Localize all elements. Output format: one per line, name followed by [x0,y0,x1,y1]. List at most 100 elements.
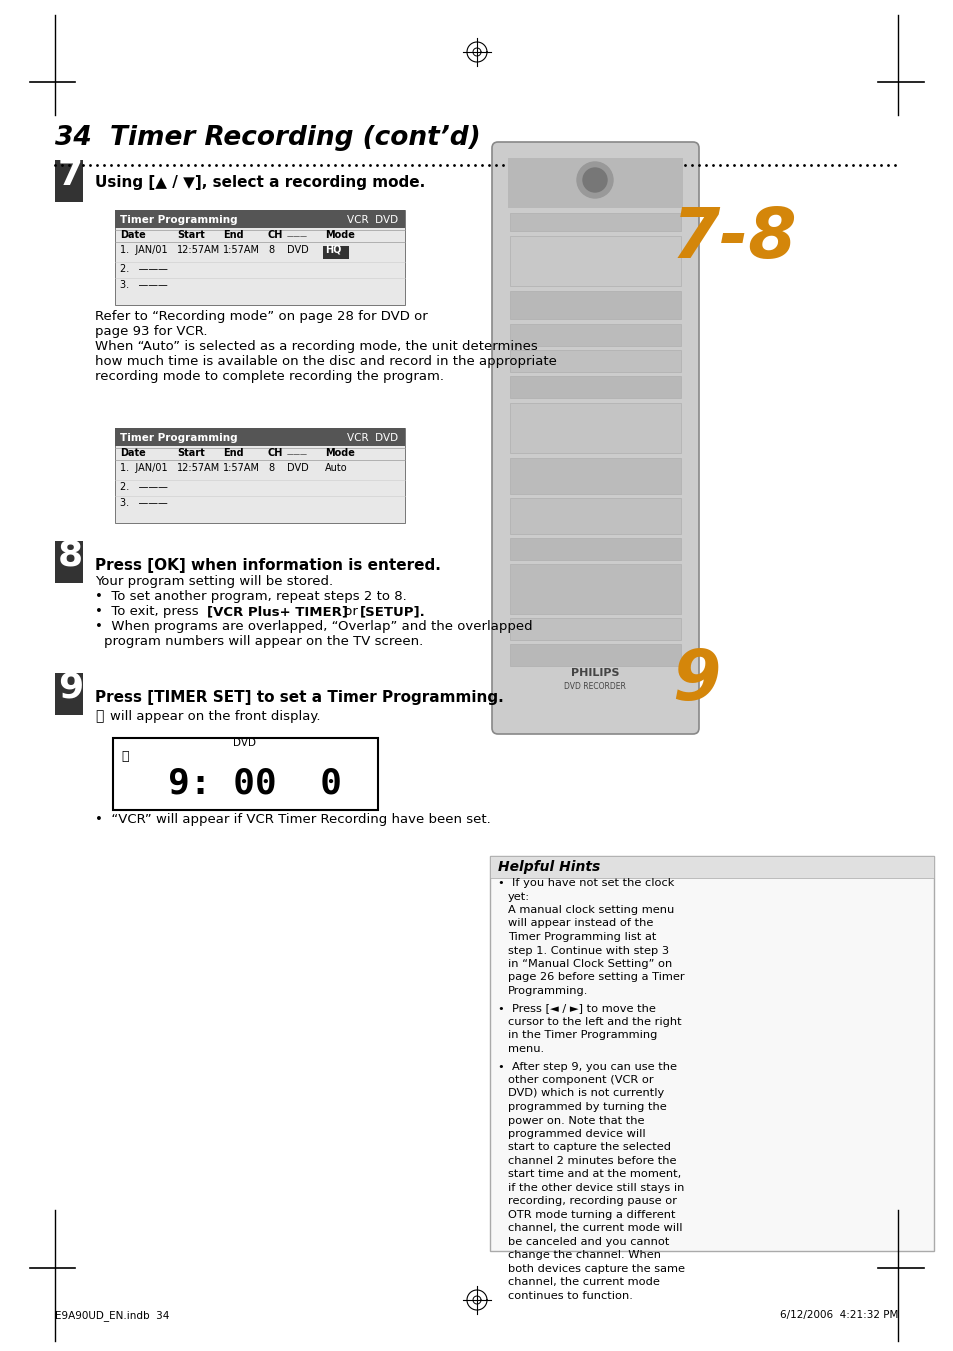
Text: 12:57AM: 12:57AM [177,463,220,473]
Text: program numbers will appear on the TV screen.: program numbers will appear on the TV sc… [104,635,423,648]
Text: A manual clock setting menu: A manual clock setting menu [507,905,674,915]
Text: be canceled and you cannot: be canceled and you cannot [507,1238,669,1247]
Text: recording, recording pause or: recording, recording pause or [507,1197,677,1206]
Text: 7-8: 7-8 [671,205,797,272]
Text: or: or [339,605,362,617]
Text: start to capture the selected: start to capture the selected [507,1143,670,1152]
Bar [112,738,377,811]
Text: Date: Date [120,230,146,240]
Text: 2.   ———: 2. ——— [120,482,168,492]
Bar [510,458,680,494]
Text: will appear instead of the: will appear instead of the [507,919,653,928]
Text: Using [▲ / ▼], select a recording mode.: Using [▲ / ▼], select a recording mode. [95,176,425,190]
Text: Refer to “Recording mode” on page 28 for DVD or: Refer to “Recording mode” on page 28 for… [95,309,427,323]
Text: Press [TIMER SET] to set a Timer Programming.: Press [TIMER SET] to set a Timer Program… [95,690,503,705]
Text: OTR mode turning a different: OTR mode turning a different [507,1210,675,1220]
Text: 1.  JAN/01: 1. JAN/01 [120,245,168,255]
Text: programmed by turning the: programmed by turning the [507,1102,666,1112]
Text: End: End [223,230,243,240]
Text: DVD) which is not currently: DVD) which is not currently [507,1089,663,1098]
Text: 1:57AM: 1:57AM [223,463,260,473]
Bar [510,403,680,453]
Text: menu.: menu. [507,1044,543,1054]
Text: start time and at the moment,: start time and at the moment, [507,1170,680,1179]
Text: 8: 8 [268,245,274,255]
Text: continues to function.: continues to function. [507,1292,632,1301]
Text: •  If you have not set the clock: • If you have not set the clock [497,878,674,888]
Text: other component (VCR or: other component (VCR or [507,1075,653,1085]
Text: Start: Start [177,449,205,458]
Bar [510,617,680,640]
Text: •  “VCR” will appear if VCR Timer Recording have been set.: • “VCR” will appear if VCR Timer Recordi… [95,813,490,825]
Text: ⦾: ⦾ [95,709,103,723]
Text: 1:57AM: 1:57AM [223,245,260,255]
Text: Press [OK] when information is entered.: Press [OK] when information is entered. [95,558,440,573]
Text: 34  Timer Recording (cont’d): 34 Timer Recording (cont’d) [55,126,480,151]
Text: Helpful Hints: Helpful Hints [497,861,599,874]
Text: 9: 9 [671,647,720,713]
Text: page 26 before setting a Timer: page 26 before setting a Timer [507,973,684,982]
Text: CH: CH [268,230,283,240]
Bar [115,428,405,446]
Bar [115,209,405,228]
Text: •  To set another program, repeat steps 2 to 8.: • To set another program, repeat steps 2… [95,590,406,603]
Text: in the Timer Programming: in the Timer Programming [507,1031,657,1040]
Text: both devices capture the same: both devices capture the same [507,1265,684,1274]
Text: programmed device will: programmed device will [507,1129,645,1139]
Text: Programming.: Programming. [507,986,588,996]
Bar [510,644,680,666]
Text: 7: 7 [58,158,83,192]
Bar [115,428,405,523]
Bar [510,213,680,231]
Text: 3.   ———: 3. ——— [120,280,168,290]
FancyBboxPatch shape [55,673,83,715]
Text: how much time is available on the disc and record in the appropriate: how much time is available on the disc a… [95,355,557,367]
Text: cursor to the left and the right: cursor to the left and the right [507,1017,680,1027]
FancyBboxPatch shape [55,159,83,203]
Text: CH: CH [268,449,283,458]
Text: Mode: Mode [325,230,355,240]
Text: recording mode to complete recording the program.: recording mode to complete recording the… [95,370,443,382]
Bar [323,246,349,259]
Text: Date: Date [120,449,146,458]
Bar [510,324,680,346]
Text: DVD: DVD [287,245,309,255]
Text: 9: 00  0: 9: 00 0 [168,766,341,800]
Text: 6/12/2006  4:21:32 PM: 6/12/2006 4:21:32 PM [779,1310,897,1320]
Text: Your program setting will be stored.: Your program setting will be stored. [95,576,333,588]
Text: Mode: Mode [325,449,355,458]
Text: 2.   ———: 2. ——— [120,263,168,274]
Text: power on. Note that the: power on. Note that the [507,1116,644,1125]
Circle shape [582,168,606,192]
Text: channel, the current mode: channel, the current mode [507,1278,659,1288]
Text: Timer Programming: Timer Programming [120,215,237,226]
Bar [490,857,933,1251]
Text: channel, the current mode will: channel, the current mode will [507,1224,681,1233]
Text: VCR  DVD: VCR DVD [347,215,397,226]
Text: ———: ——— [287,232,308,239]
Text: 1.  JAN/01: 1. JAN/01 [120,463,168,473]
Text: ———: ——— [287,451,308,457]
Text: Timer Programming: Timer Programming [120,434,237,443]
Text: [SETUP].: [SETUP]. [359,605,425,617]
Text: 3.   ———: 3. ——— [120,499,168,508]
FancyBboxPatch shape [492,142,699,734]
Bar [510,499,680,534]
Text: [VCR Plus+ TIMER]: [VCR Plus+ TIMER] [207,605,348,617]
FancyBboxPatch shape [55,540,83,584]
Bar [510,563,680,613]
Text: DVD: DVD [233,738,256,748]
Bar [490,857,933,878]
Text: 8: 8 [58,539,83,573]
Text: Timer Programming list at: Timer Programming list at [507,932,656,942]
Bar [510,236,680,286]
Text: page 93 for VCR.: page 93 for VCR. [95,326,208,338]
Text: •  When programs are overlapped, “Overlap” and the overlapped: • When programs are overlapped, “Overlap… [95,620,532,634]
Text: change the channel. When: change the channel. When [507,1251,660,1260]
Text: if the other device still stays in: if the other device still stays in [507,1183,683,1193]
Text: 9: 9 [58,671,83,705]
Text: PHILIPS: PHILIPS [570,667,618,678]
Text: 12:57AM: 12:57AM [177,245,220,255]
Text: When “Auto” is selected as a recording mode, the unit determines: When “Auto” is selected as a recording m… [95,340,537,353]
Text: E9A90UD_EN.indb  34: E9A90UD_EN.indb 34 [55,1310,170,1321]
